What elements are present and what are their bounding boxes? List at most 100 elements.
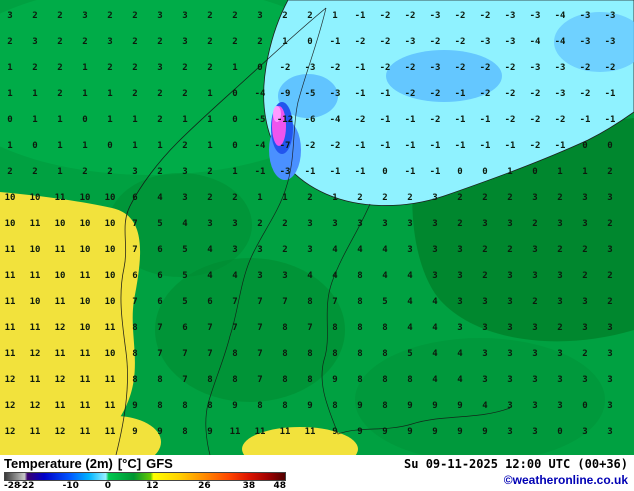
temp-value: 6 [157, 245, 163, 255]
temp-value: 2 [382, 193, 388, 203]
temp-value: 7 [232, 323, 238, 333]
temp-value: 4 [332, 271, 338, 281]
temp-value: 1 [82, 141, 88, 151]
temp-value: 2 [307, 11, 313, 21]
temp-value: -7 [279, 141, 291, 151]
temp-value: 9 [132, 427, 138, 437]
temp-value: 10 [54, 219, 66, 229]
temp-value: 3 [232, 245, 238, 255]
temp-value: -1 [454, 115, 466, 125]
temp-value: 11 [104, 323, 116, 333]
legend-bar: Temperature (2m) [°C] GFS -28 -22 -10 0 12 26 38… [0, 455, 634, 491]
temp-value: 9 [457, 401, 463, 411]
temp-value: -2 [529, 141, 541, 151]
temp-value: 4 [207, 271, 213, 281]
temp-value: 1 [107, 115, 113, 125]
temp-value: 3 [557, 349, 563, 359]
temp-value: 3 [407, 245, 413, 255]
temp-value: -1 [354, 11, 366, 21]
temp-value: 3 [532, 193, 538, 203]
temp-value: -5 [254, 115, 266, 125]
temp-value: 2 [532, 297, 538, 307]
temp-value: 11 [54, 349, 66, 359]
temp-value: 12 [4, 427, 16, 437]
temp-value: 11 [4, 271, 16, 281]
scale-tick-label: 0 [104, 481, 112, 491]
temp-value: -2 [479, 11, 491, 21]
temp-value: -1 [329, 37, 341, 47]
temp-value: 3 [107, 37, 113, 47]
temp-value: 2 [7, 37, 13, 47]
temp-value: -4 [529, 37, 541, 47]
temp-value: 3 [332, 219, 338, 229]
temp-value: 1 [157, 141, 163, 151]
temp-value: 7 [257, 297, 263, 307]
temp-value: 1 [582, 167, 588, 177]
temp-value: -1 [404, 167, 416, 177]
temp-value: 2 [207, 63, 213, 73]
temp-value: -1 [479, 115, 491, 125]
temp-value: 11 [79, 349, 91, 359]
region-cold-blue-northeast [554, 12, 634, 72]
temp-value: 3 [507, 427, 513, 437]
temp-value: 11 [29, 427, 41, 437]
scale-tick-label: 38 [242, 481, 256, 491]
temp-value: 2 [282, 11, 288, 21]
temp-value: -4 [554, 37, 566, 47]
temp-value: 7 [207, 323, 213, 333]
temp-value: -3 [579, 37, 591, 47]
temp-value: 3 [582, 375, 588, 385]
temp-value: -2 [479, 63, 491, 73]
region-land-dark-green-west [108, 173, 252, 277]
temp-value: 2 [207, 37, 213, 47]
temp-value: 3 [457, 297, 463, 307]
temp-value: -1 [454, 89, 466, 99]
temp-value: 10 [29, 297, 41, 307]
temp-value: 4 [407, 297, 413, 307]
temp-value: 8 [182, 401, 188, 411]
temp-value: 9 [232, 401, 238, 411]
temp-value: 10 [4, 193, 16, 203]
temp-value: 3 [557, 271, 563, 281]
temp-value: 7 [132, 219, 138, 229]
temp-value: 3 [607, 245, 613, 255]
temp-value: 9 [407, 427, 413, 437]
temp-value: -2 [604, 63, 616, 73]
temp-value: 3 [507, 219, 513, 229]
temp-value: 2 [357, 193, 363, 203]
temp-value: 3 [482, 375, 488, 385]
temp-value: 1 [207, 89, 213, 99]
temp-value: 3 [607, 427, 613, 437]
temp-value: 10 [104, 271, 116, 281]
temp-value: -1 [429, 141, 441, 151]
temp-value: 11 [79, 427, 91, 437]
temp-value: 12 [29, 349, 41, 359]
temp-value: 3 [582, 193, 588, 203]
temp-value: 10 [79, 323, 91, 333]
temp-value: 8 [207, 375, 213, 385]
temp-value: 0 [7, 115, 13, 125]
temp-value: 4 [382, 245, 388, 255]
temp-value: 11 [79, 401, 91, 411]
temp-value: 4 [457, 375, 463, 385]
temp-value: 8 [332, 349, 338, 359]
temp-value: 3 [482, 297, 488, 307]
temp-value: 0 [532, 167, 538, 177]
temp-value: 10 [104, 219, 116, 229]
temp-value: 8 [382, 349, 388, 359]
temp-value: 11 [79, 271, 91, 281]
temp-value: 3 [607, 323, 613, 333]
temp-value: 0 [107, 141, 113, 151]
temp-value: 8 [157, 375, 163, 385]
temp-value: 8 [132, 323, 138, 333]
temp-value: -1 [379, 141, 391, 151]
temp-value: 4 [457, 349, 463, 359]
temp-value: -3 [604, 11, 616, 21]
temp-value: 9 [332, 375, 338, 385]
temp-value: 0 [457, 167, 463, 177]
temp-value: 11 [304, 427, 316, 437]
temp-value: 2 [582, 271, 588, 281]
temp-value: 8 [232, 375, 238, 385]
temp-value: -5 [304, 89, 316, 99]
temp-value: 5 [382, 297, 388, 307]
